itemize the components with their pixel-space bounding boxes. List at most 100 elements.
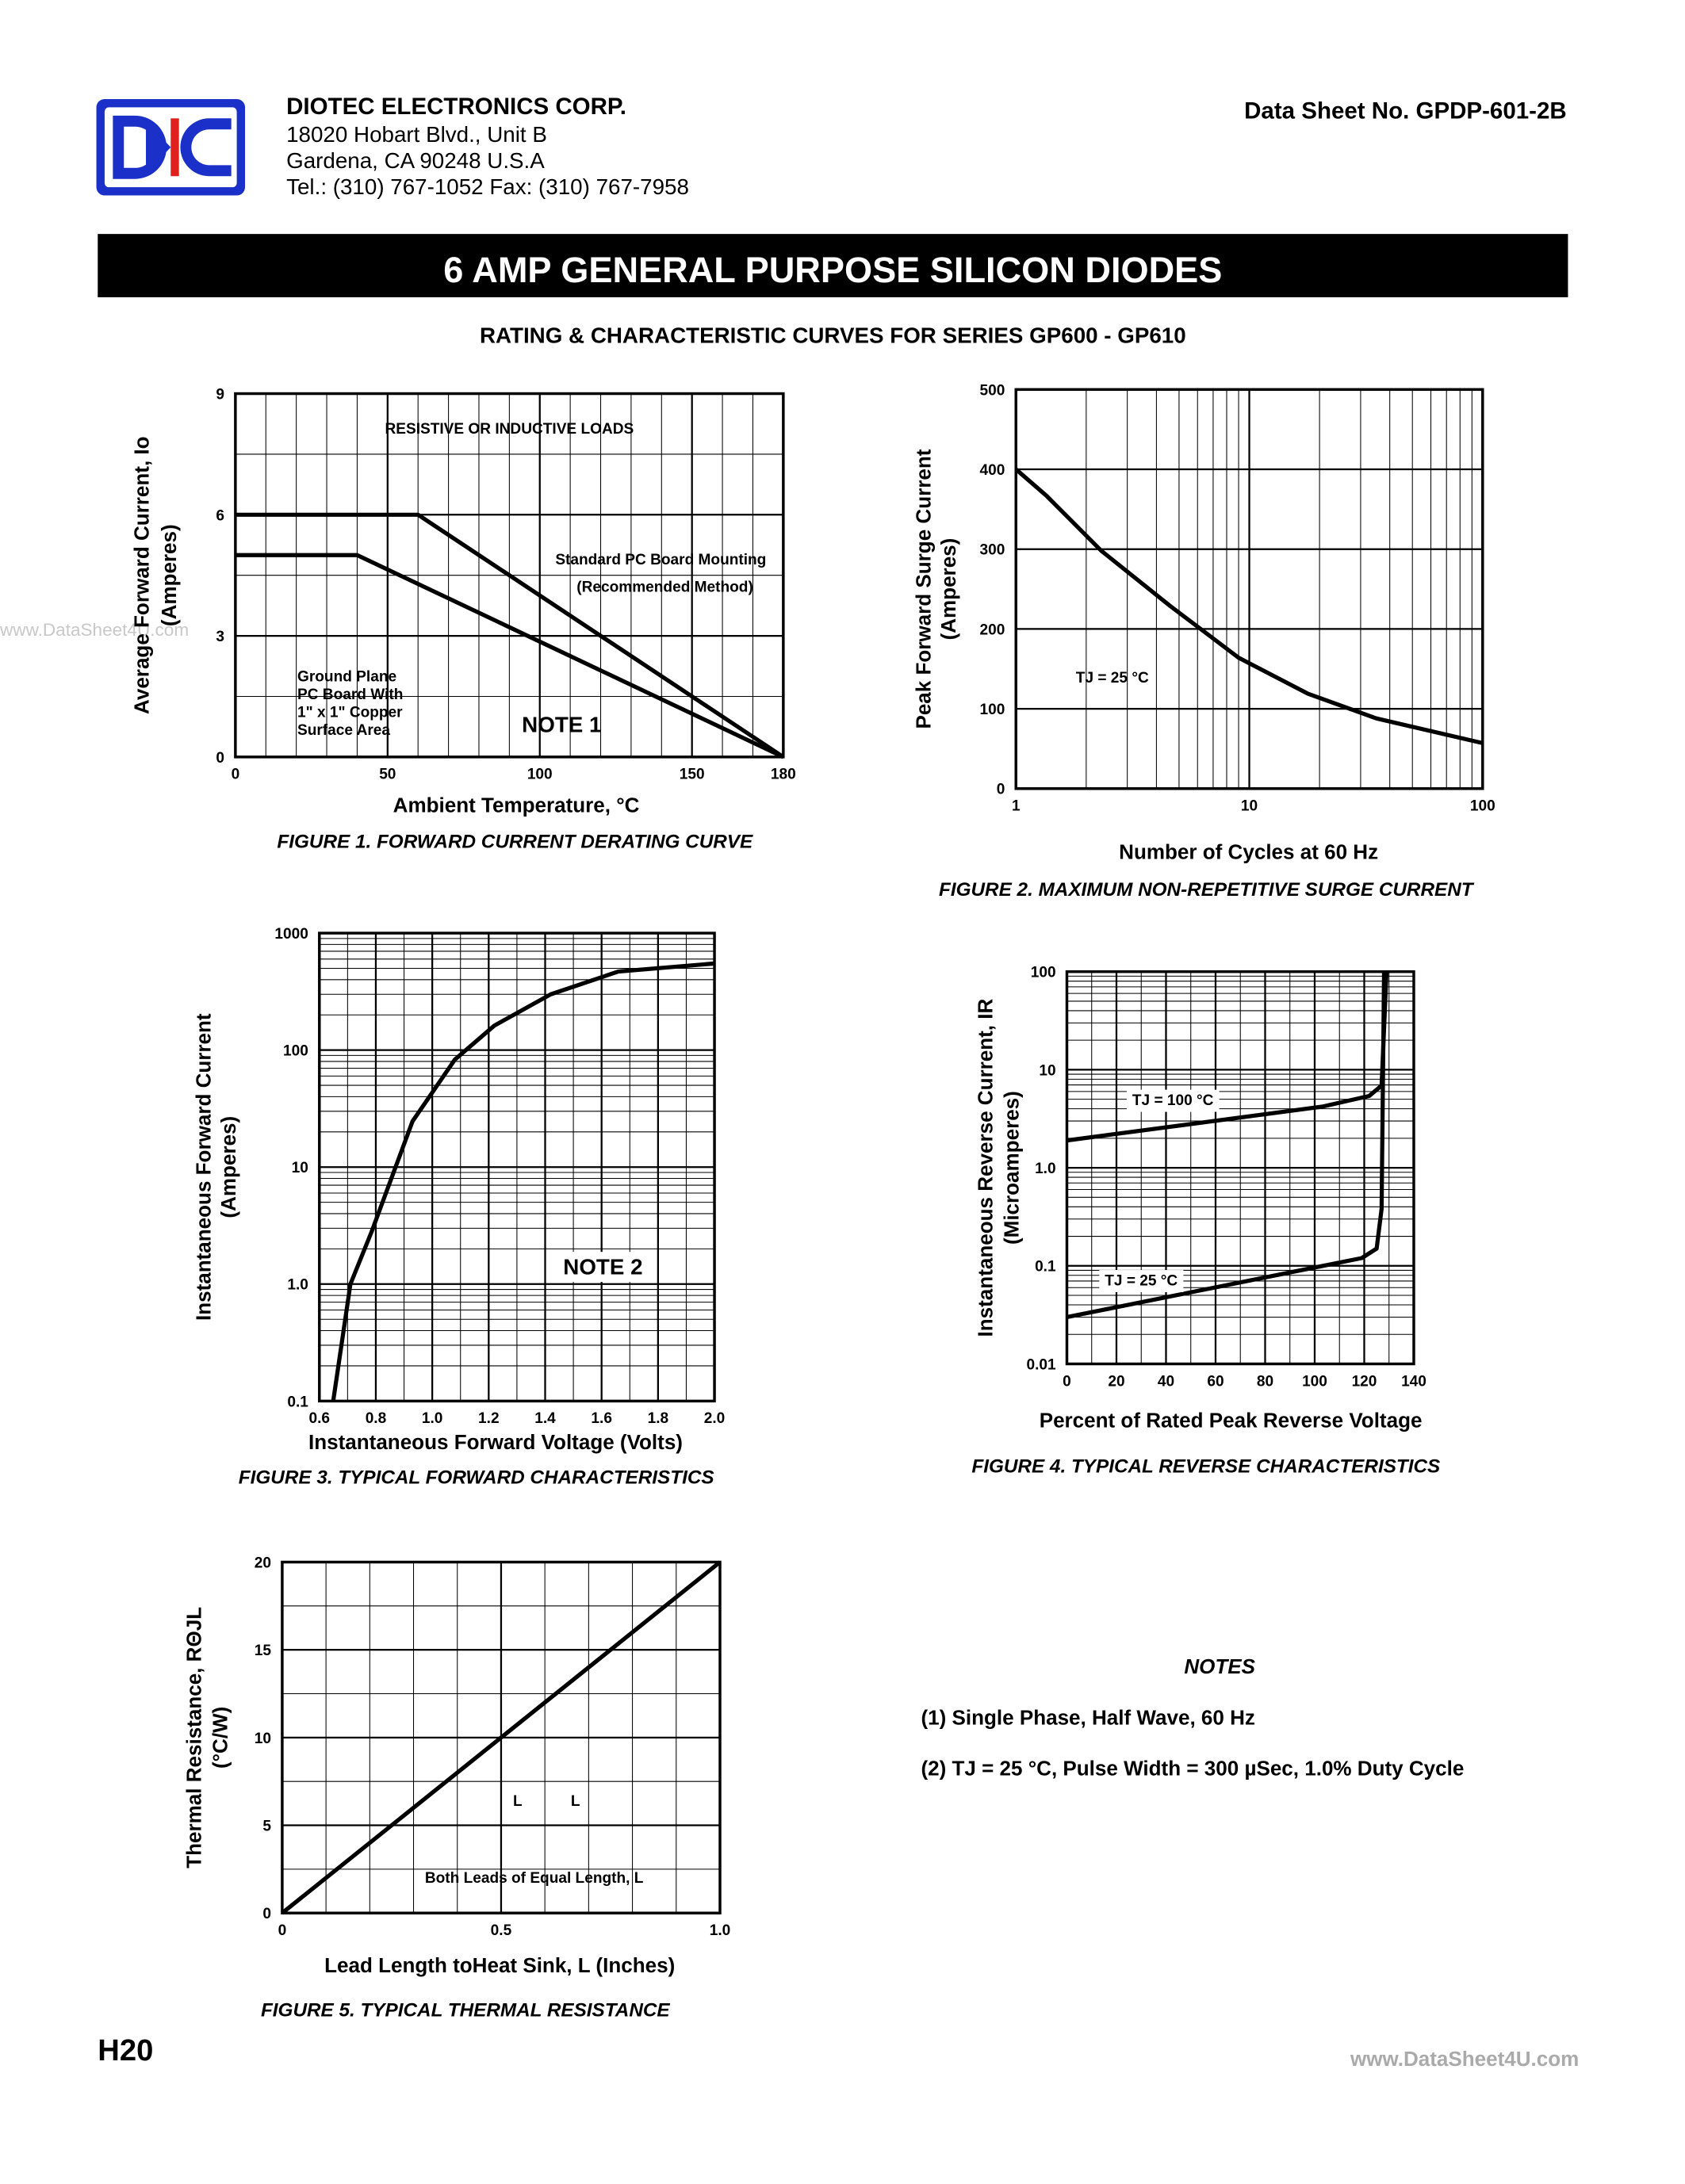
data-line	[1066, 971, 1387, 1320]
y-axis-label: (Microamperes)	[1000, 1091, 1024, 1245]
data-line	[1014, 468, 1484, 745]
page-title: 6 AMP GENERAL PURPOSE SILICON DIODES	[443, 250, 1222, 290]
x-tick-label: 120	[1352, 1373, 1377, 1390]
y-tick-label: 10	[292, 1160, 308, 1176]
y-tick-label: 6	[216, 507, 224, 524]
x-axis-label: Percent of Rated Peak Reverse Voltage	[1040, 1408, 1423, 1432]
data-line	[235, 512, 785, 759]
y-tick-label: 200	[980, 622, 1005, 638]
x-tick-label: 1.8	[648, 1410, 669, 1427]
annotation-background	[1099, 1270, 1184, 1292]
x-tick-label: 1	[1012, 798, 1021, 815]
x-tick-label: 1.6	[591, 1410, 612, 1427]
data-line	[331, 961, 715, 1402]
note: (1) Single Phase, Half Wave, 60 Hz	[921, 1705, 1254, 1729]
title-bar	[98, 234, 1568, 297]
notes-title: NOTES	[1184, 1654, 1255, 1678]
x-tick-label: 100	[527, 767, 553, 783]
x-tick-label: 180	[771, 767, 796, 783]
y-tick-label: 100	[1031, 965, 1056, 981]
x-tick-label: 100	[1470, 798, 1495, 815]
y-tick-label: 3	[216, 629, 224, 645]
y-tick-label: 10	[1039, 1062, 1055, 1079]
y-axis-label: Instantaneous Forward Current	[192, 1013, 216, 1321]
y-axis-label: (°C/W)	[208, 1707, 232, 1769]
x-tick-label: 10	[1241, 798, 1258, 815]
x-tick-label: 80	[1257, 1373, 1273, 1390]
x-tick-label: 0	[232, 767, 240, 783]
y-tick-label: 0.1	[1035, 1259, 1056, 1276]
y-tick-label: 400	[980, 462, 1005, 479]
x-tick-label: 20	[1108, 1373, 1124, 1390]
x-axis-label: Ambient Temperature, °C	[393, 793, 640, 817]
x-tick-label: 1.0	[422, 1410, 443, 1427]
y-tick-label: 0	[216, 750, 224, 767]
figure-caption: FIGURE 4. TYPICAL REVERSE CHARACTERISTIC…	[971, 1456, 1440, 1478]
annotation: Surface Area	[297, 722, 390, 739]
y-tick-label: 0	[262, 1906, 271, 1922]
y-axis-label: (Amperes)	[216, 1116, 240, 1218]
x-tick-label: 0.6	[309, 1410, 331, 1427]
y-axis-label: Peak Forward Surge Current	[912, 449, 936, 729]
x-tick-label: 1.0	[710, 1922, 731, 1939]
address: 18020 Hobart Blvd., Unit B	[286, 122, 547, 147]
annotation: (Recommended Method)	[576, 579, 753, 596]
datasheet-number: Data Sheet No. GPDP-601-2B	[1244, 98, 1567, 124]
y-tick-label: 5	[262, 1818, 271, 1834]
annotation: PC Board With	[297, 687, 403, 703]
watermark: www.DataSheet4U.com	[1350, 2047, 1579, 2071]
y-tick-label: 500	[980, 382, 1005, 399]
y-tick-label: 100	[980, 702, 1005, 718]
figure-caption: FIGURE 3. TYPICAL FORWARD CHARACTERISTIC…	[239, 1467, 714, 1489]
plot-frame	[281, 1560, 722, 1914]
y-axis-label: Instantaneous Reverse Current, IR	[974, 999, 998, 1337]
annotation: RESISTIVE OR INDUCTIVE LOADS	[385, 421, 634, 438]
x-tick-label: 0	[278, 1922, 287, 1939]
data-line	[235, 553, 784, 759]
x-tick-label: 2.0	[704, 1410, 726, 1427]
annotation: L	[571, 1793, 580, 1810]
x-axis-label: Lead Length toHeat Sink, L (Inches)	[324, 1953, 675, 1977]
y-tick-label: 100	[283, 1043, 308, 1060]
x-tick-label: 100	[1302, 1373, 1327, 1390]
figure-caption: FIGURE 1. FORWARD CURRENT DERATING CURVE	[277, 831, 753, 852]
annotation-background	[1126, 1089, 1220, 1112]
phone: Tel.: (310) 767-1052 Fax: (310) 767-7958	[286, 174, 689, 199]
note: (2) TJ = 25 °C, Pulse Width = 300 µSec, …	[921, 1757, 1464, 1780]
figure-caption: FIGURE 2. MAXIMUM NON-REPETITIVE SURGE C…	[939, 879, 1475, 901]
y-tick-label: 0	[997, 782, 1005, 798]
y-tick-label: 20	[255, 1555, 271, 1571]
x-tick-label: 1.2	[478, 1410, 500, 1427]
address: Gardena, CA 90248 U.S.A	[286, 148, 545, 173]
x-axis-label: Instantaneous Forward Voltage (Volts)	[308, 1430, 683, 1454]
company-name: DIOTEC ELECTRONICS CORP.	[286, 94, 626, 120]
x-tick-label: 0	[1063, 1373, 1071, 1390]
y-axis-label: Average Forward Current, Io	[129, 436, 153, 714]
annotation: Both Leads of Equal Length, L	[425, 1870, 644, 1887]
y-tick-label: 9	[216, 386, 224, 403]
watermark: www.DataSheet4U.com	[0, 620, 189, 640]
page-subtitle: RATING & CHARACTERISTIC CURVES FOR SERIE…	[480, 323, 1186, 347]
x-tick-label: 40	[1158, 1373, 1174, 1390]
y-axis-label: (Amperes)	[936, 538, 960, 641]
page-number: H20	[98, 2033, 153, 2067]
y-tick-label: 0.1	[287, 1394, 308, 1410]
annotation: TJ = 25 °C	[1076, 670, 1149, 687]
annotation: NOTE 1	[522, 713, 601, 737]
annotation: NOTE 2	[563, 1255, 642, 1279]
annotation-background	[507, 1790, 528, 1813]
x-tick-label: 150	[680, 767, 705, 783]
annotation: Standard PC Board Mounting	[555, 552, 766, 568]
x-tick-label: 0.5	[491, 1922, 512, 1939]
y-tick-label: 1.0	[287, 1277, 308, 1294]
logo	[96, 99, 246, 196]
y-tick-label: 300	[980, 542, 1005, 559]
y-axis-label: (Amperes)	[157, 524, 181, 626]
annotation: TJ = 25 °C	[1105, 1273, 1178, 1290]
x-axis-label: Number of Cycles at 60 Hz	[1119, 840, 1378, 863]
y-tick-label: 1.0	[1035, 1161, 1056, 1177]
y-axis-label: Thermal Resistance, RΘJL	[182, 1607, 205, 1868]
annotation: TJ = 100 °C	[1132, 1092, 1214, 1109]
